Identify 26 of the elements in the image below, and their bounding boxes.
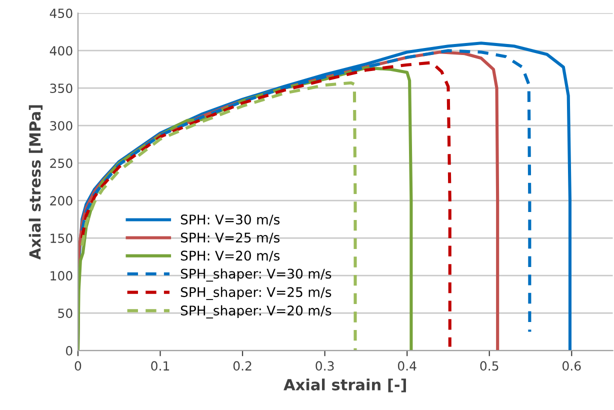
line-series — [80, 81, 357, 351]
legend-label: SPH_shaper: V=20 m/s — [180, 305, 332, 318]
y-tick-label: 400 — [50, 46, 72, 56]
y-tick-label: 200 — [50, 196, 72, 206]
y-axis-title: Axial stress [MPa] — [28, 105, 43, 260]
legend-label: SPH: V=25 m/s — [180, 232, 280, 244]
y-tick-label: 0 — [66, 346, 72, 356]
y-tick-label: 450 — [50, 8, 72, 18]
legend-label: SPH: V=20 m/s — [180, 250, 280, 262]
x-tick-label: 0.2 — [233, 361, 252, 371]
y-tick-label: 50 — [58, 308, 72, 318]
x-tick-label: 0.3 — [316, 361, 334, 371]
legend-label: SPH_shaper: V=25 m/s — [180, 286, 332, 300]
x-tick-label: 0.5 — [480, 361, 498, 371]
x-tick-label: 0 — [74, 361, 82, 371]
legend-label: SPH: V=30 m/s — [180, 214, 280, 226]
x-tick-label: 0.4 — [398, 361, 416, 371]
y-tick-label: 100 — [50, 271, 72, 280]
x-tick-label: 0.1 — [151, 361, 170, 371]
legend-label: SPH_shaper: V=30 m/s — [180, 268, 332, 282]
x-tick-label: 0.6 — [562, 361, 581, 371]
y-tick-label: 350 — [50, 84, 72, 94]
x-axis-title: Axial strain [-] — [284, 378, 406, 392]
y-tick-label: 300 — [50, 121, 72, 131]
y-tick-label: 150 — [50, 234, 72, 243]
y-tick-label: 250 — [50, 158, 72, 168]
